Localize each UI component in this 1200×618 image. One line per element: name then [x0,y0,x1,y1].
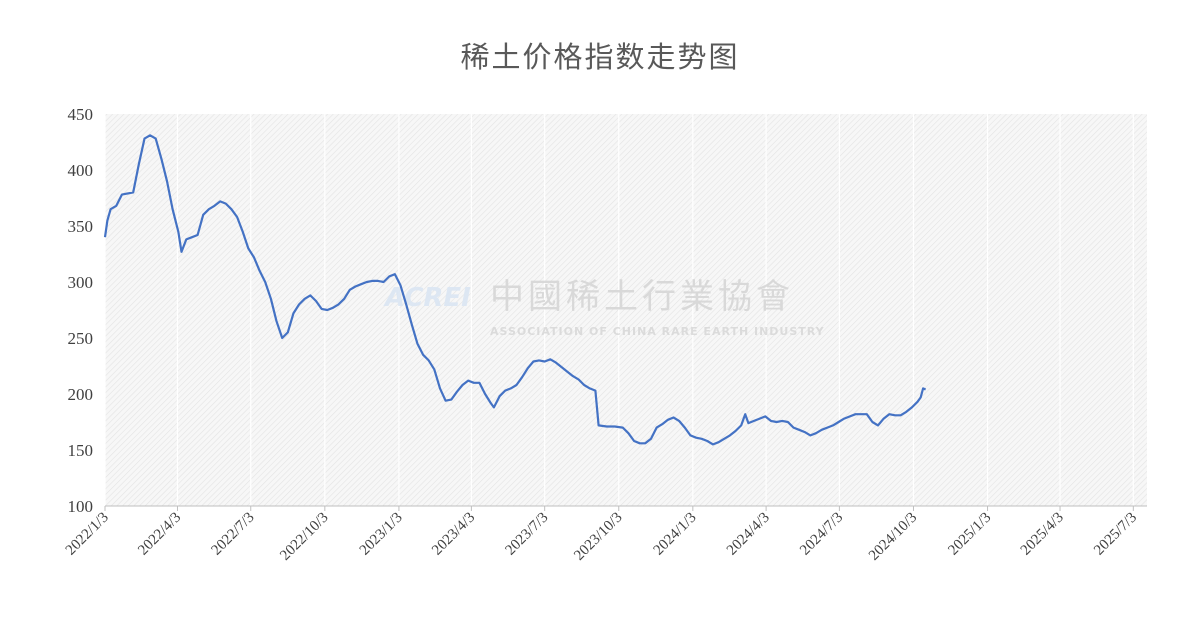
y-tick-label: 150 [68,441,94,460]
y-tick-label: 200 [68,385,94,404]
y-tick-label: 400 [68,161,94,180]
watermark-name-cn: 中國稀土行業協會 [490,277,794,317]
watermark-name-en: ASSOCIATION OF CHINA RARE EARTH INDUSTRY [490,325,825,338]
x-tick-label: 2025/1/3 [945,510,994,559]
x-tick-label: 2022/10/3 [277,510,331,564]
x-tick-label: 2025/4/3 [1018,510,1067,559]
x-tick-label: 2024/10/3 [866,510,920,564]
y-tick-label: 250 [68,329,94,348]
x-tick-label: 2023/1/3 [357,510,406,559]
x-tick-label: 2024/1/3 [651,510,700,559]
watermark-logo: ACREI [383,283,471,313]
y-tick-label: 350 [68,217,94,236]
x-tick-label: 2023/7/3 [502,510,551,559]
y-tick-label: 300 [68,273,94,292]
x-tick-label: 2023/10/3 [571,510,625,564]
series-group [103,134,927,446]
x-tick-label: 2022/4/3 [135,510,184,559]
x-axis: 2022/1/3 2022/4/3 2022/7/3 2022/10/3 2023/1/… [63,506,1140,564]
x-tick-label: 2022/7/3 [209,510,258,559]
x-tick-label: 2023/4/3 [429,510,478,559]
y-tick-label: 450 [68,105,94,124]
y-tick-label: 100 [68,497,94,516]
chart-title: 稀土价格指数走势图 [460,40,740,74]
x-tick-label: 2024/7/3 [797,510,846,559]
plot-area [105,114,1147,506]
y-axis: 100 150 200 250 300 350 400 450 [68,105,94,516]
x-tick-label: 2022/1/3 [63,510,112,559]
watermark: ACREI 中國稀土行業協會 ASSOCIATION OF CHINA RARE… [383,277,825,338]
x-gridlines [104,114,1134,506]
series-line-0 [103,134,927,446]
x-tick-label: 2025/7/3 [1091,510,1140,559]
x-tick-label: 2024/4/3 [724,510,773,559]
